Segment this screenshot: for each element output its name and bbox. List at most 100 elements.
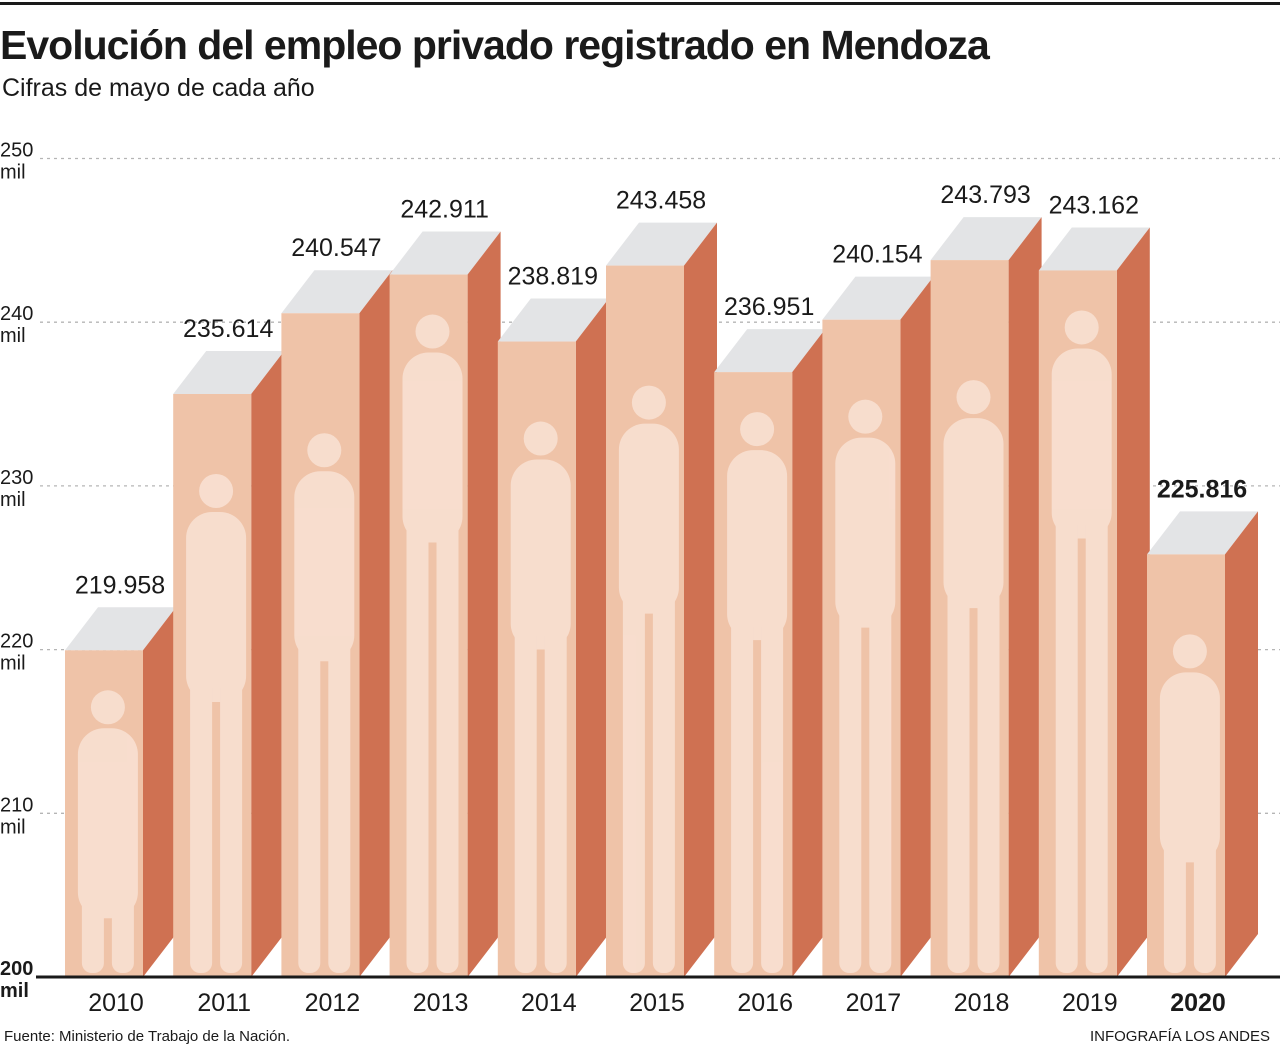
y-tick-label-230: 230	[0, 467, 33, 489]
silhouette-part	[328, 637, 351, 973]
y-tick-label-200: 200	[0, 958, 33, 980]
value-label-2012: 240.547	[291, 234, 381, 262]
person-silhouette-2014	[510, 421, 571, 973]
value-label-2016: 236.951	[724, 293, 814, 321]
bar-top-2010	[65, 607, 176, 651]
bar-side-2010	[143, 607, 176, 977]
x-tick-label-2019: 2019	[1062, 989, 1118, 1017]
silhouette-part	[1051, 348, 1112, 539]
silhouette-part	[631, 385, 666, 420]
bar-2015	[606, 222, 717, 978]
person-silhouette-2019	[1051, 310, 1112, 973]
bar-top-2015	[606, 222, 717, 266]
x-tick-label-2018: 2018	[954, 989, 1010, 1017]
silhouette-part	[220, 677, 243, 973]
x-tick-label-2010: 2010	[88, 989, 144, 1017]
y-tick-label-250: 250	[0, 140, 33, 162]
bar-2012	[281, 270, 393, 977]
silhouette-part	[307, 433, 342, 468]
person-silhouette-2015	[618, 385, 679, 973]
person-silhouette-2020	[1159, 634, 1220, 973]
silhouette-part	[956, 380, 991, 415]
bar-2020	[1147, 511, 1258, 977]
bar-side-2011	[251, 350, 285, 978]
silhouette-part	[190, 677, 213, 973]
bar-top-2013	[389, 231, 501, 275]
silhouette-part	[835, 437, 896, 628]
x-tick-label-2017: 2017	[846, 989, 902, 1017]
bar-top-2016	[714, 329, 826, 373]
silhouette-part	[622, 589, 645, 973]
silhouette-part	[1193, 838, 1216, 973]
x-tick-label-2013: 2013	[413, 989, 469, 1017]
bar-2016	[714, 329, 826, 977]
x-tick-label-2011: 2011	[197, 989, 251, 1017]
silhouette-part	[977, 584, 1000, 973]
silhouette-part	[90, 690, 125, 725]
y-tick-unit-200: mil	[0, 980, 29, 1002]
silhouette-part	[869, 603, 892, 973]
y-tick-label-210: 210	[0, 794, 33, 816]
silhouette-part	[761, 616, 784, 973]
value-label-2013: 242.911	[400, 196, 489, 224]
bar-2014	[497, 298, 609, 977]
bar-side-2017	[900, 276, 934, 977]
bar-top-2020	[1147, 511, 1258, 555]
x-tick-label-2014: 2014	[521, 989, 577, 1017]
y-tick-unit-240: mil	[0, 325, 26, 347]
silhouette-part	[406, 518, 429, 973]
person-silhouette-2012	[294, 433, 355, 973]
person-silhouette-2010	[77, 690, 138, 973]
silhouette-part	[294, 471, 355, 662]
bar-side-2012	[359, 270, 393, 977]
person-silhouette-2018	[943, 380, 1004, 973]
value-label-2015: 243.458	[616, 187, 706, 215]
credit-note: INFOGRAFÍA LOS ANDES	[1089, 1028, 1270, 1045]
bar-side-2013	[467, 231, 501, 977]
bar-2018	[930, 217, 1042, 978]
silhouette-part	[111, 894, 134, 973]
value-label-2011: 235.614	[183, 315, 273, 343]
silhouette-part	[402, 352, 463, 543]
silhouette-part	[1085, 514, 1108, 973]
silhouette-part	[298, 637, 321, 973]
silhouette-part	[523, 421, 558, 456]
silhouette-part	[199, 473, 234, 508]
y-tick-unit-250: mil	[0, 162, 26, 184]
value-label-2017: 240.154	[832, 241, 922, 269]
person-silhouette-2016	[727, 412, 788, 973]
silhouette-part	[618, 423, 679, 614]
bar-side-2018	[1008, 217, 1042, 978]
silhouette-part	[1064, 310, 1099, 345]
bar-top-2019	[1038, 227, 1150, 271]
value-label-2014: 238.819	[508, 263, 598, 291]
silhouette-part	[510, 459, 571, 650]
silhouette-part	[652, 589, 675, 973]
silhouette-part	[436, 518, 459, 973]
value-label-2020: 225.816	[1157, 475, 1247, 503]
bar-top-2017	[822, 276, 934, 320]
x-tick-label-2016: 2016	[737, 989, 793, 1017]
source-note: Fuente: Ministerio de Trabajo de la Naci…	[4, 1028, 290, 1045]
bar-2013	[389, 231, 501, 977]
silhouette-part	[943, 418, 1004, 609]
bar-side-2015	[684, 222, 717, 978]
silhouette-part	[839, 603, 862, 973]
x-tick-label-2015: 2015	[629, 989, 685, 1017]
person-silhouette-2017	[835, 399, 896, 973]
silhouette-part	[186, 511, 247, 702]
silhouette-part	[1172, 634, 1207, 669]
silhouette-part	[947, 584, 970, 973]
bar-top-2011	[173, 350, 285, 394]
chart-subtitle: Cifras de mayo de cada año	[2, 74, 315, 102]
x-tick-label-2020: 2020	[1170, 989, 1226, 1017]
silhouette-part	[544, 625, 567, 973]
bar-top-2014	[497, 298, 609, 342]
bar-top-2018	[930, 217, 1042, 261]
bar-side-2014	[575, 298, 609, 977]
y-tick-label-220: 220	[0, 631, 33, 653]
x-tick-label-2012: 2012	[305, 989, 361, 1017]
silhouette-part	[1055, 514, 1078, 973]
bar-side-2016	[792, 329, 826, 977]
silhouette-part	[848, 399, 883, 434]
